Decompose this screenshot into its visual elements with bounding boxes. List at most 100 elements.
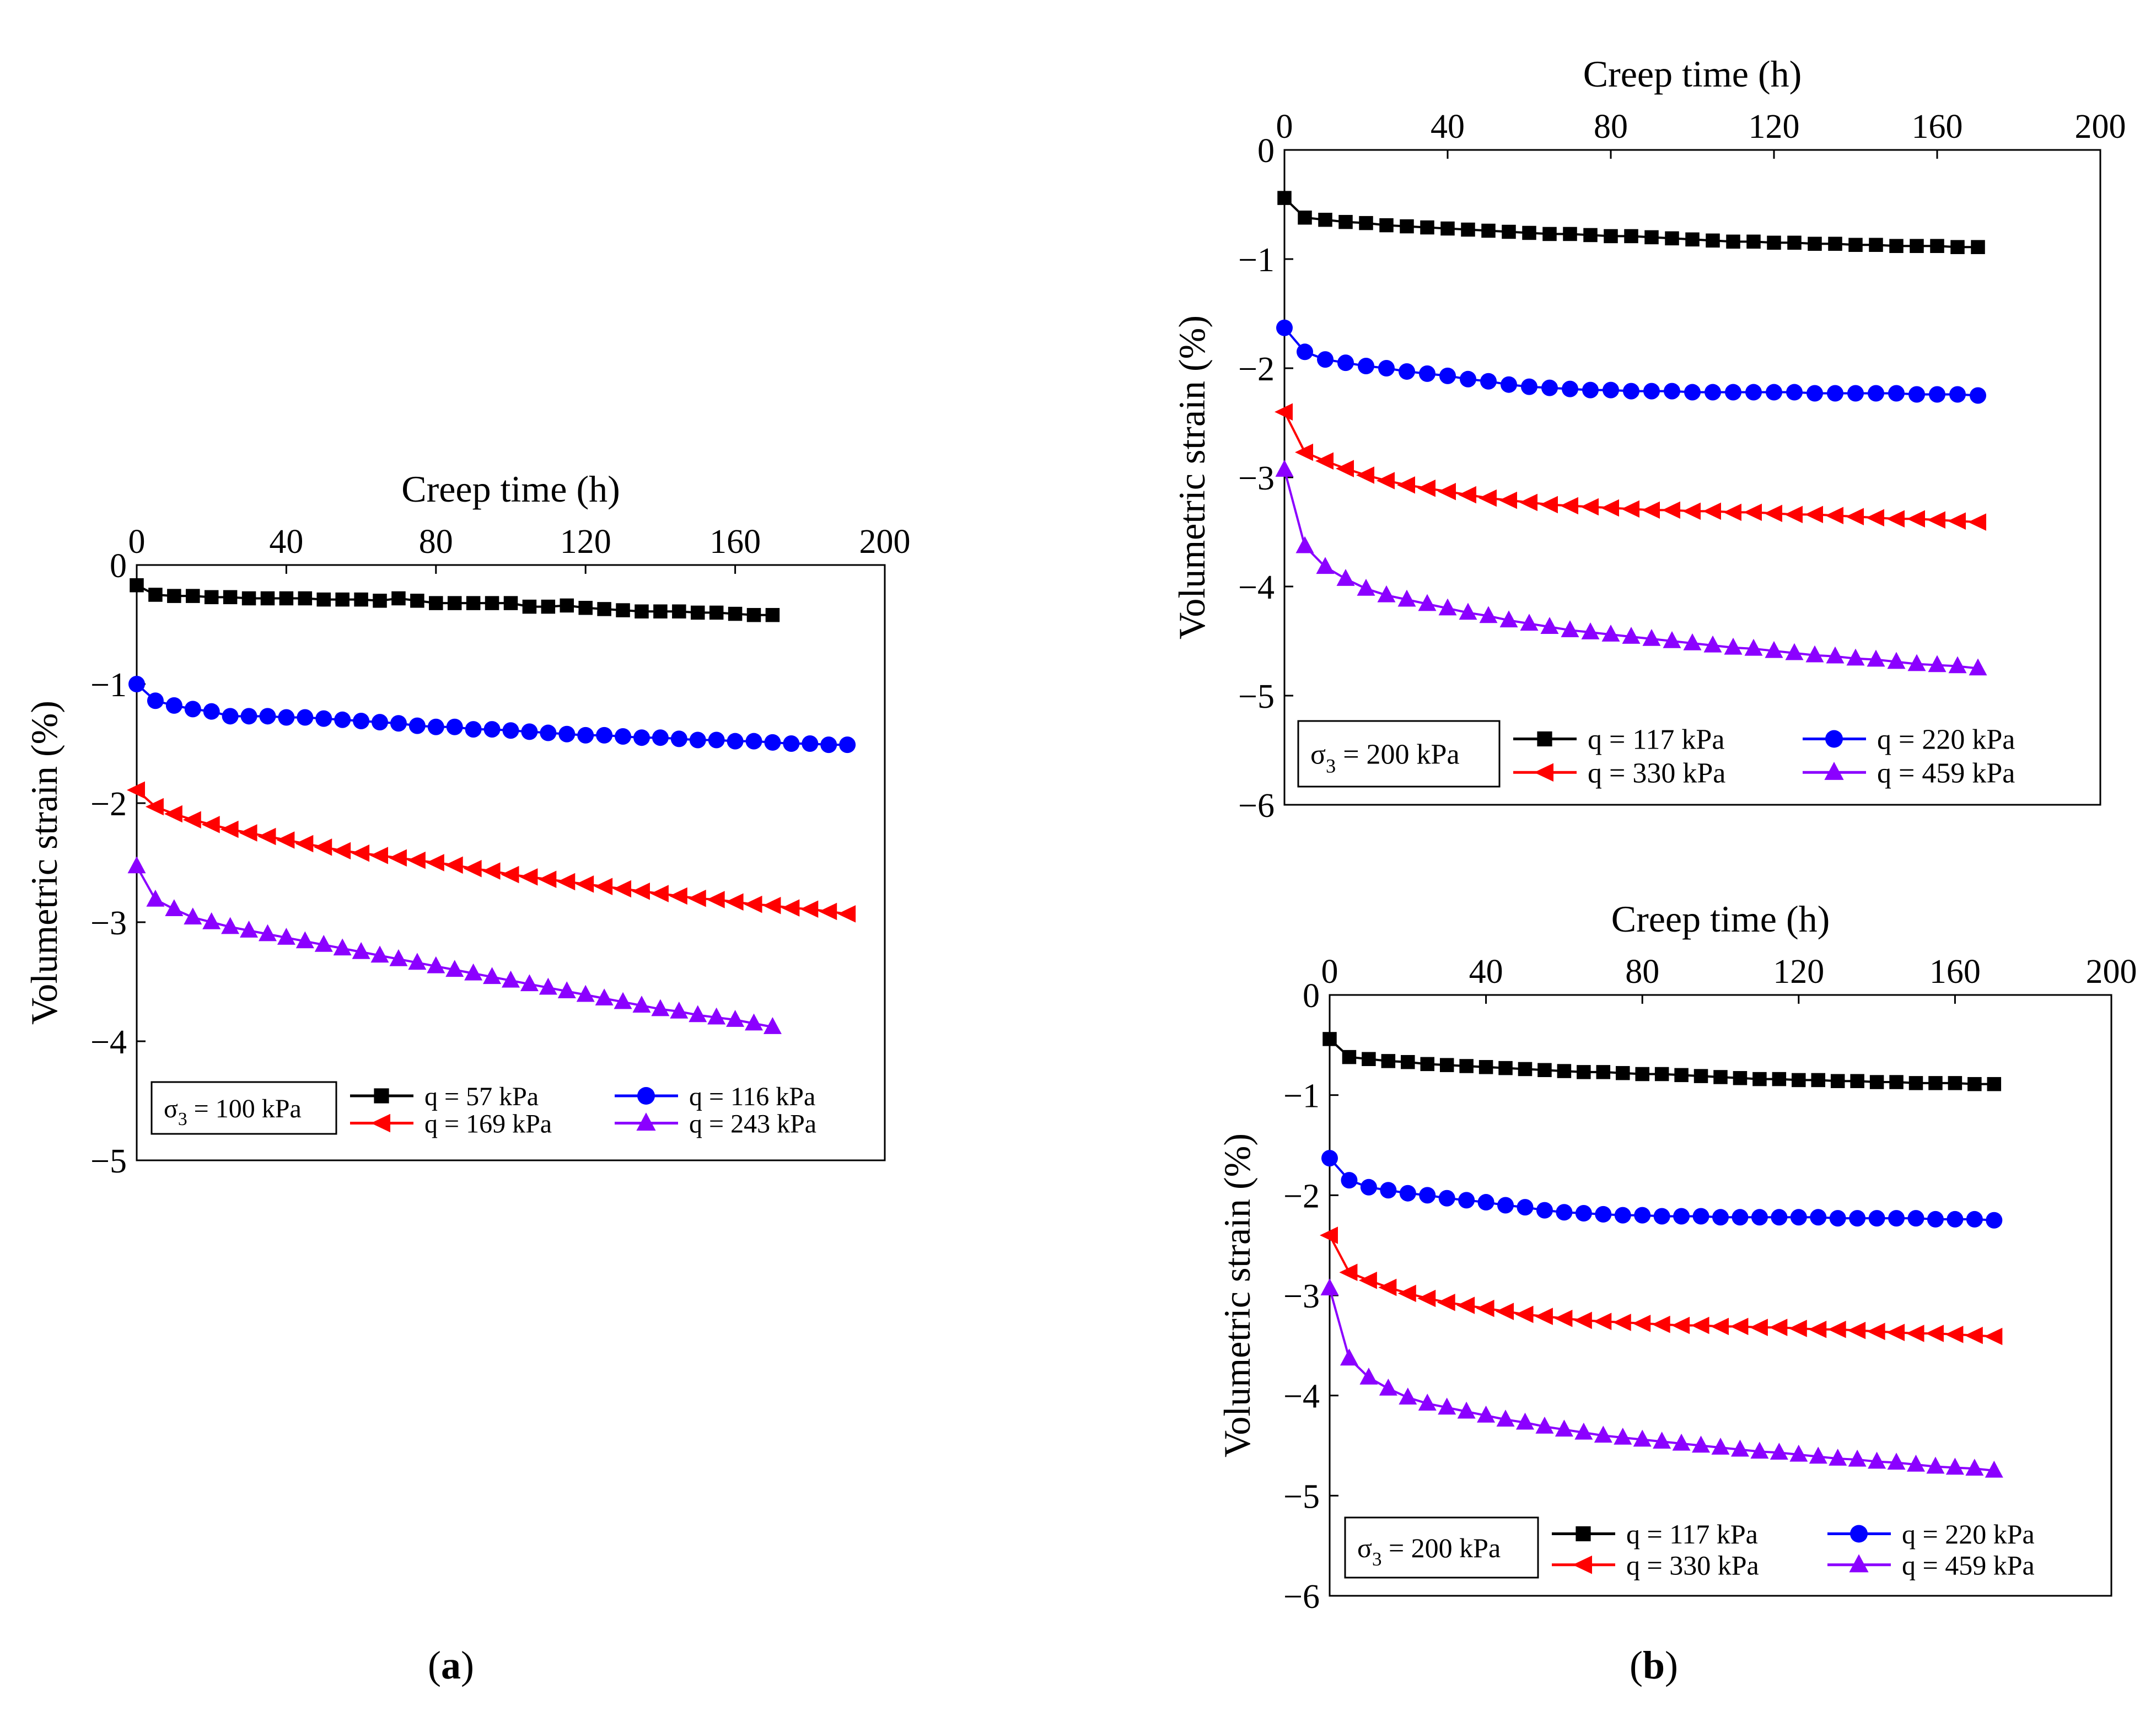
data-point bbox=[184, 907, 202, 925]
data-point bbox=[1850, 1074, 1864, 1088]
data-point bbox=[765, 607, 780, 622]
data-point bbox=[1537, 1063, 1552, 1077]
data-point bbox=[1379, 218, 1394, 233]
data-point bbox=[1849, 1210, 1866, 1227]
data-point bbox=[1477, 1406, 1496, 1423]
x-tick-label: 0 bbox=[1276, 108, 1293, 146]
data-point bbox=[1554, 1310, 1573, 1327]
data-point bbox=[1621, 500, 1639, 518]
series-4 bbox=[1275, 460, 1987, 676]
legend-label: q = 220 kPa bbox=[1902, 1519, 2035, 1549]
data-point bbox=[614, 992, 632, 1009]
data-point bbox=[669, 887, 687, 905]
annotation-box bbox=[1344, 1516, 1539, 1579]
data-point bbox=[240, 921, 259, 938]
data-point bbox=[689, 1005, 707, 1023]
data-point bbox=[1614, 1427, 1632, 1445]
data-point bbox=[1908, 1076, 1923, 1090]
legend-entry-4: q = 459 kPa bbox=[1803, 757, 2015, 789]
data-point bbox=[670, 730, 687, 747]
data-point bbox=[1359, 216, 1373, 230]
data-point bbox=[1336, 569, 1355, 586]
data-point bbox=[800, 900, 819, 918]
data-point bbox=[164, 805, 182, 823]
data-point bbox=[1733, 1071, 1748, 1085]
y-tick-label: 0 bbox=[110, 547, 127, 585]
data-point bbox=[1830, 1074, 1845, 1088]
data-point bbox=[1459, 1059, 1474, 1073]
data-point bbox=[1542, 227, 1557, 241]
data-point bbox=[578, 601, 593, 615]
data-point bbox=[407, 851, 426, 869]
y-axis-label: Volumetric strain (%) bbox=[1171, 315, 1213, 639]
data-point bbox=[1790, 1209, 1807, 1226]
data-point bbox=[1517, 1199, 1534, 1216]
data-point bbox=[1594, 1425, 1612, 1443]
data-point bbox=[1356, 466, 1374, 484]
data-point bbox=[650, 885, 669, 902]
data-point bbox=[223, 590, 238, 605]
data-point bbox=[1295, 443, 1313, 461]
data-point bbox=[1560, 497, 1578, 515]
data-point bbox=[728, 606, 743, 621]
data-point bbox=[1420, 220, 1434, 235]
legend-marker bbox=[1537, 731, 1552, 747]
data-point bbox=[1886, 510, 1905, 528]
series-1 bbox=[1322, 1032, 2002, 1091]
y-tick-label: −4 bbox=[90, 1024, 127, 1061]
y-tick-label: −5 bbox=[1238, 678, 1275, 715]
data-point bbox=[1298, 211, 1312, 225]
data-point bbox=[259, 708, 276, 725]
data-point bbox=[1868, 385, 1884, 402]
data-point bbox=[1583, 228, 1598, 243]
y-axis-label: Volumetric strain (%) bbox=[23, 701, 65, 1025]
data-point bbox=[596, 727, 613, 744]
data-point bbox=[1889, 1075, 1904, 1089]
data-point bbox=[1596, 1065, 1611, 1079]
data-point bbox=[763, 1017, 782, 1034]
data-point bbox=[1632, 1315, 1651, 1332]
data-point bbox=[1808, 236, 1822, 251]
data-point bbox=[1562, 380, 1578, 397]
data-point bbox=[370, 847, 389, 864]
data-point bbox=[1930, 239, 1944, 253]
legend-marker bbox=[1824, 762, 1844, 780]
chart-b2: 0 40 80 120 160 200 0 −1 −2 −3 −4 −5 −6 Creep time (h… bbox=[1216, 898, 2137, 1616]
data-point bbox=[538, 870, 557, 888]
data-point bbox=[295, 931, 314, 949]
data-point bbox=[1811, 1073, 1825, 1088]
data-point bbox=[1380, 1182, 1397, 1199]
data-point bbox=[576, 875, 594, 893]
data-point bbox=[1378, 360, 1395, 376]
data-point bbox=[1889, 239, 1904, 253]
data-point bbox=[186, 589, 200, 603]
data-point bbox=[148, 588, 163, 602]
data-point bbox=[1540, 496, 1558, 514]
legend-marker bbox=[1850, 1525, 1868, 1543]
data-point bbox=[1604, 229, 1618, 244]
data-point bbox=[691, 605, 705, 620]
data-point bbox=[709, 605, 724, 620]
data-point bbox=[1582, 381, 1599, 399]
x-tick-label: 80 bbox=[1594, 108, 1628, 146]
data-point bbox=[1478, 489, 1497, 507]
x-tick-label: 80 bbox=[1625, 953, 1659, 991]
data-point bbox=[1826, 646, 1845, 664]
data-point bbox=[1869, 1075, 1884, 1089]
data-point bbox=[1320, 1226, 1338, 1244]
data-point bbox=[1805, 505, 1823, 524]
y-tick-label: −3 bbox=[1283, 1278, 1320, 1315]
data-point bbox=[1810, 1209, 1827, 1226]
data-point bbox=[445, 960, 464, 977]
data-point bbox=[802, 735, 819, 752]
chart-a: 0 40 80 120 160 200 0 −1 −2 −3 −4 −5 Creep time (h) V… bbox=[23, 468, 911, 1180]
data-point bbox=[613, 880, 632, 898]
data-point bbox=[1644, 230, 1659, 245]
data-point bbox=[726, 1010, 745, 1027]
data-point bbox=[1377, 472, 1395, 489]
data-point bbox=[521, 723, 538, 740]
data-point bbox=[332, 842, 351, 860]
data-point bbox=[1277, 191, 1292, 205]
x-tick-label: 160 bbox=[1912, 108, 1963, 146]
y-tick-label: −2 bbox=[1238, 351, 1275, 388]
